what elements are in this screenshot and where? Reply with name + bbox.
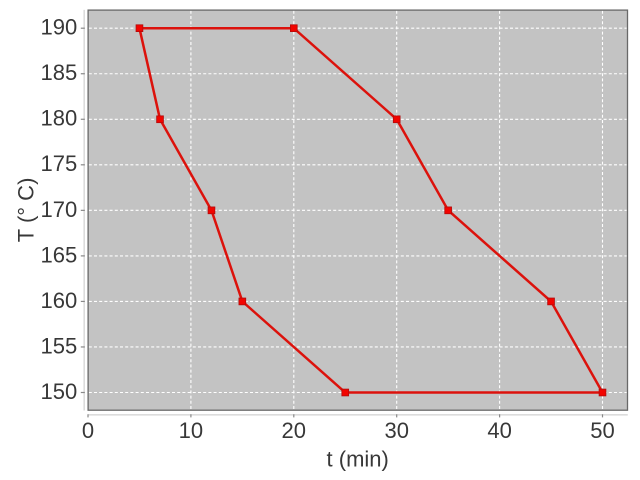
svg-text:T (° C): T (° C) [14,178,39,243]
svg-text:180: 180 [40,106,77,131]
svg-text:0: 0 [82,418,94,443]
svg-text:30: 30 [384,418,408,443]
svg-text:155: 155 [40,333,77,358]
svg-text:170: 170 [40,197,77,222]
svg-text:20: 20 [282,418,306,443]
svg-text:175: 175 [40,151,77,176]
svg-text:t (min): t (min) [327,446,389,471]
svg-text:160: 160 [40,288,77,313]
svg-text:190: 190 [40,15,77,40]
svg-text:10: 10 [179,418,203,443]
svg-text:165: 165 [40,242,77,267]
svg-text:185: 185 [40,60,77,85]
svg-text:150: 150 [40,379,77,404]
svg-text:50: 50 [590,418,614,443]
svg-text:40: 40 [487,418,511,443]
